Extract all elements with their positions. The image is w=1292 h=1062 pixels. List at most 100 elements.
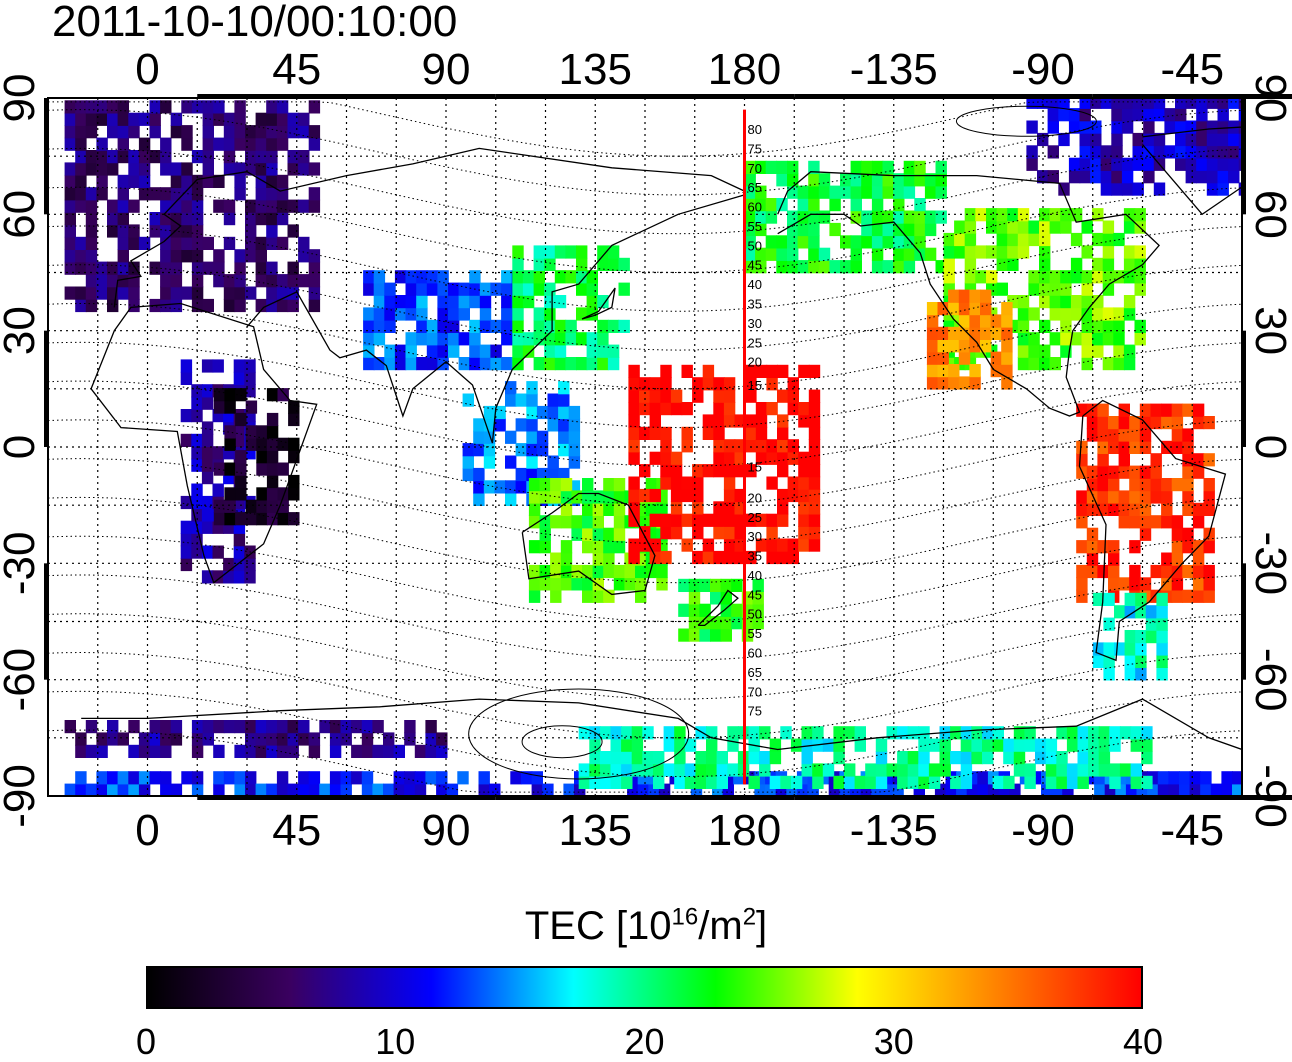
left-axis-label: -30 (0, 532, 44, 596)
contour-label: 55 (748, 626, 762, 641)
contour-label: 45 (748, 258, 762, 273)
magnetic-contour (48, 651, 1242, 739)
contour-label: 30 (748, 529, 762, 544)
contour-label: 25 (748, 510, 762, 525)
coastline (777, 171, 1160, 417)
bottom-axis-label: 180 (708, 806, 781, 855)
frame-bar-top (495, 94, 795, 99)
bottom-axis-label: -135 (850, 806, 938, 855)
tec-patch-greenland (1026, 98, 1242, 196)
contour-label: 15 (748, 459, 762, 474)
right-latitude-axis: 90 60 30 0 -30 -60 -90 (1246, 74, 1292, 828)
colorbar-tick-label: 0 (135, 1021, 157, 1062)
magnetic-contour (48, 101, 1242, 157)
frame-bar-right (1241, 98, 1246, 215)
coastline-layer (81, 126, 1242, 751)
left-axis-label: -90 (0, 764, 44, 828)
bottom-axis-label: 90 (422, 806, 471, 855)
coastline (697, 589, 739, 627)
contour-label: 35 (748, 297, 762, 312)
right-axis-label: 60 (1246, 190, 1292, 239)
frame-bar-left (44, 563, 49, 680)
colorbar-tick-label: 40 (1122, 1021, 1164, 1062)
left-axis-label: 0 (0, 435, 44, 459)
tec-patch-patagonia (1092, 592, 1168, 681)
frame-bar-top (197, 94, 496, 99)
right-axis-label: 0 (1246, 435, 1292, 459)
top-axis-label: -135 (850, 45, 938, 94)
top-axis-label: 0 (135, 45, 159, 94)
magnetic-contour (48, 419, 1242, 506)
contour-label: 20 (748, 490, 762, 505)
magnetic-pole-contour (521, 725, 603, 759)
coastline (581, 287, 616, 320)
bottom-axis-label: 135 (559, 806, 632, 855)
frame-bar-bottom (794, 795, 1093, 800)
frame-bar-bottom (197, 795, 496, 800)
top-longitude-axis: 0 45 90 135 180 -135 -90 -45 (135, 45, 1224, 94)
contour-label: 80 (748, 122, 762, 137)
left-axis-label: 60 (0, 190, 44, 239)
contour-label: 20 (748, 355, 762, 370)
tec-patch-us-west-coast (926, 289, 1013, 390)
bottom-axis-label: 0 (135, 806, 159, 855)
frame-bar-right (1241, 330, 1246, 447)
bottom-axis-label: -45 (1160, 806, 1224, 855)
contour-label: 70 (748, 161, 762, 176)
bottom-axis-label: -90 (1011, 806, 1075, 855)
coastline (521, 492, 656, 596)
tec-patch-new-zealand (678, 578, 764, 642)
bottom-longitude-axis: 0 45 90 135 180 -135 -90 -45 (135, 806, 1224, 855)
right-axis-label: 90 (1246, 74, 1292, 123)
magnetic-contour (48, 574, 1242, 661)
contour-label: 55 (748, 219, 762, 234)
colorbar-tick-label: 30 (873, 1021, 914, 1062)
contour-label: 60 (748, 200, 762, 215)
contour-label: 45 (748, 587, 762, 602)
left-axis-label: -60 (0, 648, 44, 712)
tec-patch-south-atlantic-ring (64, 720, 448, 758)
contour-label: 15 (748, 378, 762, 393)
left-axis-label: 90 (0, 74, 44, 123)
tec-patch-central-africa (213, 388, 300, 526)
tec-patch-alaska (744, 160, 947, 274)
top-axis-label: 45 (272, 45, 321, 94)
coastline (1142, 126, 1242, 216)
contour-label: 70 (748, 684, 762, 699)
magnetic-contour (48, 341, 1242, 429)
colorbar-label: TEC [1016/m2] (0, 904, 1292, 948)
tec-patch-south-america (1076, 403, 1215, 603)
magnetic-contour (48, 264, 1242, 351)
magnetic-contour (48, 225, 1242, 312)
tec-patch-antarctic-pacific (578, 726, 1153, 789)
contour-label: 25 (748, 335, 762, 350)
magnetic-contour (48, 147, 1242, 235)
coastline (90, 302, 318, 584)
tec-colorbar (146, 966, 1143, 1009)
colorbar-label-exp2: 2 (742, 903, 757, 931)
tec-patch-asia (363, 270, 524, 371)
frame-bar-left (44, 98, 49, 215)
magnetic-contour (48, 496, 1242, 584)
tec-map: 80 75 70 65 60 55 50 45 40 35 30 25 20 15 15 20 25 30 35 40… (0, 45, 1292, 855)
frame-bar-bottom (495, 795, 795, 800)
coastline (1078, 399, 1227, 662)
frame-tick-bars (44, 94, 1292, 800)
frame-bar-top (794, 94, 1093, 99)
top-axis-label: 90 (422, 45, 471, 94)
right-axis-label: -30 (1246, 532, 1292, 596)
colorbar-label-close: ] (756, 904, 768, 948)
tec-patch-pacific-equatorial (628, 364, 821, 565)
graticule-grid (48, 98, 1242, 796)
contour-label-group: 80 75 70 65 60 55 50 45 40 35 30 25 20 15 15 20 25 30 35 40… (748, 122, 762, 719)
frame-bar-bottom (1092, 795, 1292, 800)
colorbar-tick-label: 10 (375, 1021, 416, 1062)
left-latitude-axis: 90 60 30 0 -30 -60 -90 (0, 74, 44, 828)
contour-label: 40 (748, 568, 762, 583)
colorbar-label-exp: 16 (671, 903, 699, 931)
magnetic-contour (48, 186, 1242, 274)
coastline (81, 698, 1242, 751)
contour-label: 60 (748, 646, 762, 661)
top-axis-label: -90 (1011, 45, 1075, 94)
tec-data-layer (64, 98, 1242, 796)
